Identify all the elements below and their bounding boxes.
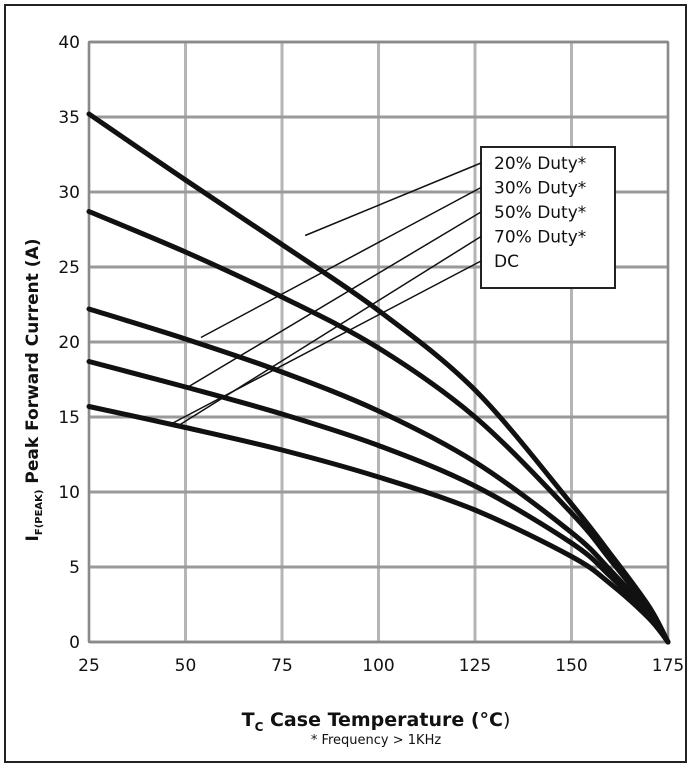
- y-axis-title-main: I: [23, 535, 43, 541]
- y-axis-title-rest: Peak Forward Current (A): [23, 239, 43, 490]
- legend-leader-line: [304, 162, 482, 237]
- y-tick-label: 25: [58, 258, 80, 278]
- y-tick-label: 15: [58, 408, 80, 428]
- y-tick-label: 20: [58, 333, 80, 353]
- x-axis-title: TC Case Temperature (°C): [242, 709, 511, 734]
- legend-entry: DC: [494, 252, 519, 272]
- curves: [86, 111, 671, 645]
- x-tick-label: 50: [175, 656, 197, 676]
- x-axis-title-main: T: [242, 709, 255, 731]
- legend-entry: 50% Duty*: [494, 203, 586, 223]
- y-tick-label: 0: [69, 633, 80, 653]
- series-line: [86, 359, 671, 645]
- y-tick-label: 40: [58, 33, 80, 53]
- x-axis-title-degree: °C: [480, 709, 503, 731]
- legend-leader-line: [177, 235, 482, 427]
- legend-leader-lines: [169, 162, 482, 427]
- x-tick-label: 125: [459, 656, 491, 676]
- y-tick-label: 30: [58, 183, 80, 203]
- x-tick-label: 100: [362, 656, 394, 676]
- y-tick-label: 10: [58, 483, 80, 503]
- legend-leader-line: [185, 211, 482, 390]
- x-axis-title-rest: Case Temperature (: [263, 709, 479, 731]
- footnote: * Frequency > 1KHz: [311, 733, 442, 748]
- legend-box: [480, 146, 616, 289]
- series-line: [86, 306, 671, 645]
- x-tick-label: 25: [78, 656, 100, 676]
- legend-entry: 70% Duty*: [494, 228, 586, 248]
- y-tick-label: 35: [58, 108, 80, 128]
- y-tick-label: 5: [69, 558, 80, 578]
- series-line: [86, 209, 671, 645]
- legend-leader-line: [169, 260, 482, 426]
- y-axis-title: IF(PEAK) Peak Forward Current (A): [23, 239, 45, 542]
- y-axis-title-sub: F(PEAK): [34, 490, 45, 536]
- x-tick-label: 75: [271, 656, 293, 676]
- chart-frame: [4, 4, 687, 763]
- tick-labels: 25 50 75 100 125 150 175 0 5 10 15 20 25 30 35 40: [58, 33, 684, 676]
- legend-entry: 20% Duty*: [494, 154, 586, 174]
- x-axis-title-close: ): [503, 709, 510, 731]
- plot-border: [88, 41, 669, 643]
- series-line: [86, 111, 671, 645]
- legend-leader-line: [200, 186, 482, 339]
- legend: 20% Duty* 30% Duty* 50% Duty* 70% Duty* DC: [169, 146, 616, 427]
- x-axis-title-sub: C: [255, 720, 264, 734]
- x-tick-label: 175: [652, 656, 684, 676]
- series-line: [86, 404, 671, 645]
- legend-items: 20% Duty* 30% Duty* 50% Duty* 70% Duty* DC: [494, 154, 586, 272]
- x-tick-label: 150: [555, 656, 587, 676]
- legend-entry: 30% Duty*: [494, 179, 586, 199]
- plot-area: [88, 41, 669, 643]
